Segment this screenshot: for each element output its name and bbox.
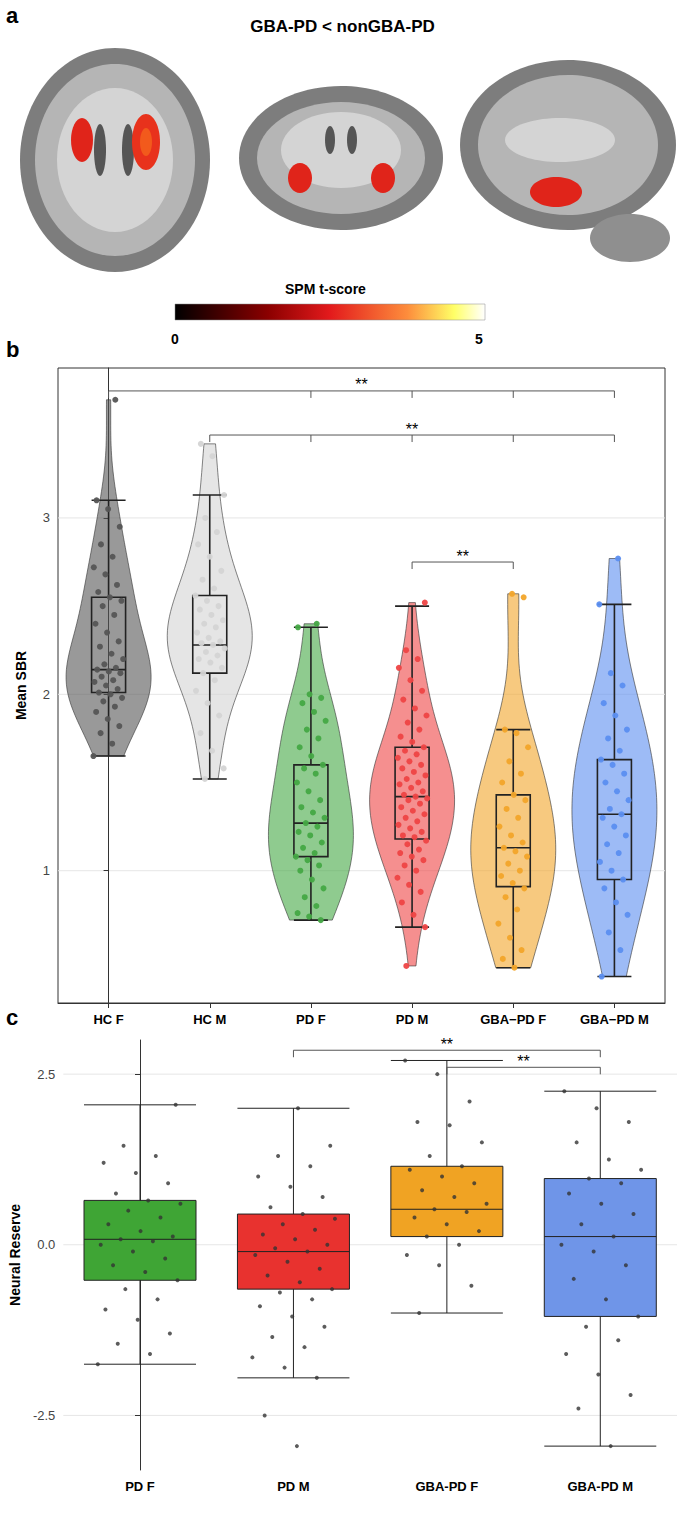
svg-text:**: ** — [355, 376, 367, 393]
svg-text:2.5: 2.5 — [37, 1067, 55, 1082]
svg-text:SPM t-score: SPM t-score — [285, 281, 366, 297]
svg-text:GBA-PD M: GBA-PD M — [567, 1479, 633, 1494]
svg-text:Mean SBR: Mean SBR — [13, 651, 29, 720]
svg-text:HC M: HC M — [193, 1012, 226, 1027]
svg-text:0.0: 0.0 — [37, 1237, 55, 1252]
svg-text:PD M: PD M — [396, 1012, 429, 1027]
svg-text:**: ** — [456, 548, 468, 565]
svg-text:GBA−PD F: GBA−PD F — [480, 1012, 546, 1027]
svg-text:-2.5: -2.5 — [33, 1408, 55, 1423]
svg-text:Neural Reserve: Neural Reserve — [7, 1204, 23, 1306]
svg-text:b: b — [6, 337, 19, 362]
svg-text:PD F: PD F — [296, 1012, 326, 1027]
svg-text:**: ** — [517, 1053, 529, 1070]
svg-text:2: 2 — [43, 687, 50, 702]
svg-text:c: c — [6, 1005, 18, 1030]
svg-text:GBA-PD < nonGBA-PD: GBA-PD < nonGBA-PD — [250, 17, 435, 36]
svg-text:a: a — [6, 3, 19, 28]
svg-text:GBA−PD M: GBA−PD M — [580, 1012, 649, 1027]
svg-text:3: 3 — [43, 510, 50, 525]
svg-text:PD M: PD M — [277, 1479, 310, 1494]
svg-text:GBA-PD F: GBA-PD F — [415, 1479, 478, 1494]
svg-text:5: 5 — [475, 331, 483, 347]
svg-text:**: ** — [406, 421, 418, 438]
svg-text:PD F: PD F — [125, 1479, 155, 1494]
svg-text:1: 1 — [43, 863, 50, 878]
svg-text:**: ** — [441, 1036, 453, 1053]
svg-text:0: 0 — [171, 331, 179, 347]
svg-text:HC F: HC F — [93, 1012, 123, 1027]
